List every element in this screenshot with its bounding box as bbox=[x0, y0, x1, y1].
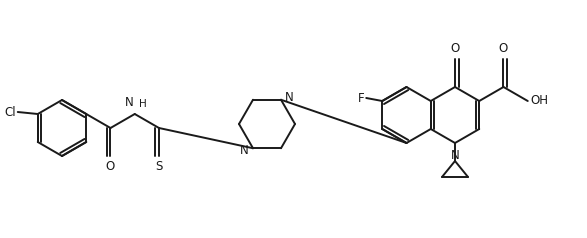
Text: F: F bbox=[357, 91, 365, 104]
Text: H: H bbox=[139, 99, 147, 109]
Text: N: N bbox=[125, 96, 134, 109]
Text: Cl: Cl bbox=[4, 105, 16, 119]
Text: S: S bbox=[156, 160, 163, 173]
Text: N: N bbox=[285, 91, 294, 104]
Text: N: N bbox=[240, 144, 249, 157]
Text: N: N bbox=[451, 149, 460, 162]
Text: O: O bbox=[499, 42, 508, 55]
Text: OH: OH bbox=[531, 94, 549, 108]
Text: O: O bbox=[450, 42, 460, 55]
Text: O: O bbox=[106, 160, 115, 173]
